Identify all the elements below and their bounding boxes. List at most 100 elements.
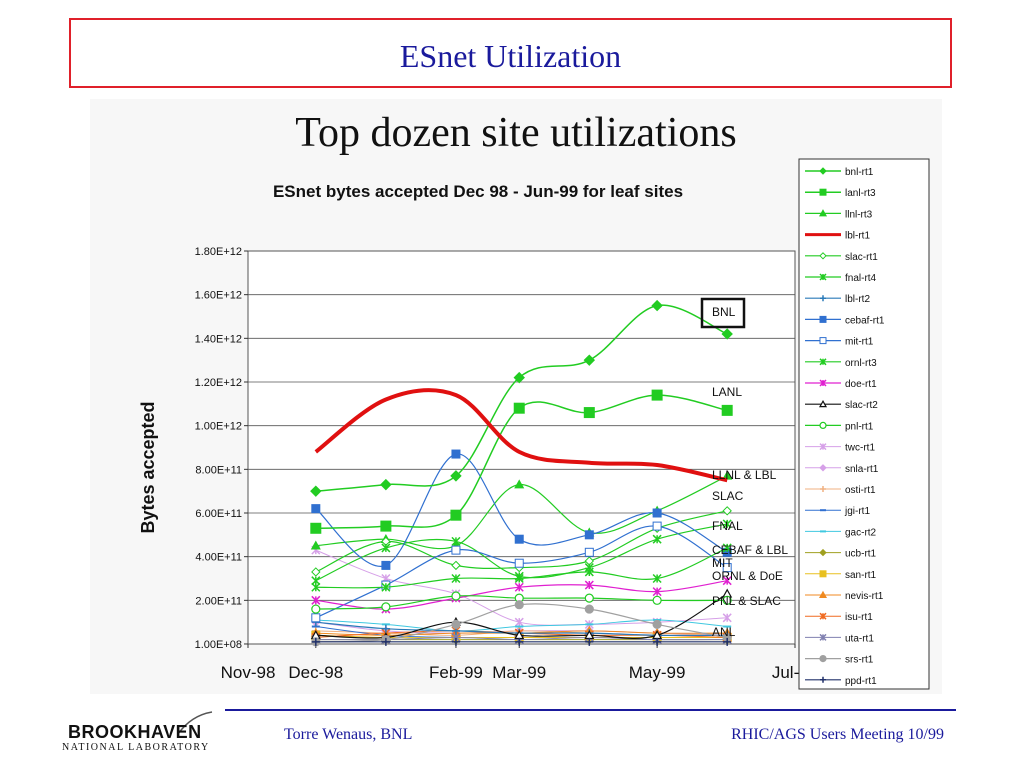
annotation-label: LANL (712, 385, 742, 399)
data-point (583, 354, 596, 366)
annotation-label: BNL (712, 305, 736, 319)
data-point (514, 600, 524, 610)
legend-label: bnl-rt1 (845, 167, 874, 178)
legend-label: ornl-rt3 (845, 358, 877, 369)
data-point (819, 315, 827, 323)
y-tick-label: 1.80E+12 (195, 246, 242, 258)
data-point (515, 637, 524, 646)
data-point (451, 637, 460, 646)
data-point (381, 624, 390, 633)
data-point (722, 543, 732, 553)
y-tick-label: 4.00E+11 (195, 552, 242, 564)
logo-swoosh-icon (177, 711, 213, 735)
data-point (585, 637, 594, 646)
y-tick-label: 1.20E+12 (195, 377, 242, 389)
data-point (450, 470, 462, 482)
title-box: ESnet Utilization (69, 18, 952, 88)
legend-label: gac-rt2 (845, 527, 877, 538)
legend-label: nevis-rt1 (845, 591, 884, 602)
data-point (652, 534, 662, 544)
annotation-label: PNL & SLAC (712, 594, 781, 608)
data-point (584, 547, 594, 557)
data-point (380, 520, 392, 532)
data-point (652, 573, 662, 584)
data-point (310, 540, 321, 550)
legend-label: isu-rt1 (845, 612, 873, 623)
brookhaven-logo: BROOKHAVEN NATIONAL LABORATORY (60, 711, 230, 762)
data-point (819, 633, 827, 641)
y-tick-label: 1.40E+12 (195, 333, 242, 345)
data-point (819, 570, 827, 578)
data-point (513, 371, 525, 384)
annotation-label: LLNL & LBL (712, 468, 777, 482)
data-point (819, 379, 827, 387)
data-point (311, 504, 321, 514)
data-point (652, 521, 662, 531)
footer-author: Torre Wenaus, BNL (284, 726, 413, 743)
series-line-lbl-rt1 (314, 388, 728, 483)
y-tick-label: 2.00E+11 (195, 595, 242, 607)
data-point (513, 402, 525, 414)
data-point (381, 560, 391, 570)
annotation-label: CEBAF & LBL (712, 543, 788, 557)
data-point (584, 580, 594, 590)
legend-label: ppd-rt1 (845, 676, 877, 687)
data-point (451, 536, 461, 546)
data-point (311, 582, 321, 592)
annotation-label: MIT (712, 556, 733, 570)
annotation-label: FNAL (712, 519, 743, 533)
data-point (310, 485, 322, 497)
annotation-label: ANL (712, 625, 736, 639)
data-point (451, 560, 461, 571)
legend-label: lbl-rt1 (845, 231, 870, 242)
data-point (819, 252, 827, 260)
y-tick-label: 1.00E+12 (195, 421, 242, 433)
legend-label: slac-rt2 (845, 400, 878, 411)
legend-label: mit-rt1 (845, 337, 874, 348)
data-point (722, 595, 732, 605)
data-point (818, 590, 828, 598)
data-point (819, 548, 827, 557)
data-point (819, 443, 827, 451)
annotation-box (700, 297, 746, 329)
data-point (820, 295, 826, 302)
data-point (723, 637, 732, 646)
data-point (451, 591, 461, 601)
data-point (381, 602, 391, 612)
logo-wordmark: BROOKHAVEN (68, 722, 202, 742)
annotation-label: SLAC (712, 489, 744, 503)
data-point (818, 399, 828, 408)
data-point (819, 612, 827, 620)
data-point (381, 582, 391, 592)
data-point (651, 299, 663, 312)
data-point (311, 567, 321, 577)
data-point (819, 654, 827, 663)
data-point (514, 534, 524, 544)
data-point (722, 576, 732, 586)
data-point (311, 595, 321, 605)
data-point (722, 613, 732, 623)
legend-label: cebaf-rt1 (845, 315, 885, 326)
y-tick-label: 6.00E+11 (195, 508, 242, 520)
legend-label: doe-rt1 (845, 379, 877, 390)
data-point (721, 404, 733, 416)
data-point (584, 567, 594, 577)
data-point (820, 486, 826, 492)
legend-label: srs-rt1 (845, 655, 874, 666)
data-point (514, 573, 524, 584)
y-tick-label: 1.00E+08 (195, 639, 242, 651)
legend-label: fnal-rt4 (845, 273, 877, 284)
data-point (311, 604, 321, 614)
data-point (652, 619, 662, 629)
data-point (652, 595, 662, 605)
data-point (819, 337, 827, 345)
y-axis-label: Bytes accepted (138, 401, 158, 533)
line-chart: Top dozen site utilizations ESnet bytes a… (138, 110, 930, 690)
legend-label: lbl-rt2 (845, 294, 870, 305)
data-point (451, 573, 461, 584)
x-tick-label: Feb-99 (429, 663, 483, 682)
data-point (819, 167, 827, 175)
data-point (514, 558, 524, 568)
data-point (310, 522, 322, 534)
data-point (514, 479, 525, 489)
